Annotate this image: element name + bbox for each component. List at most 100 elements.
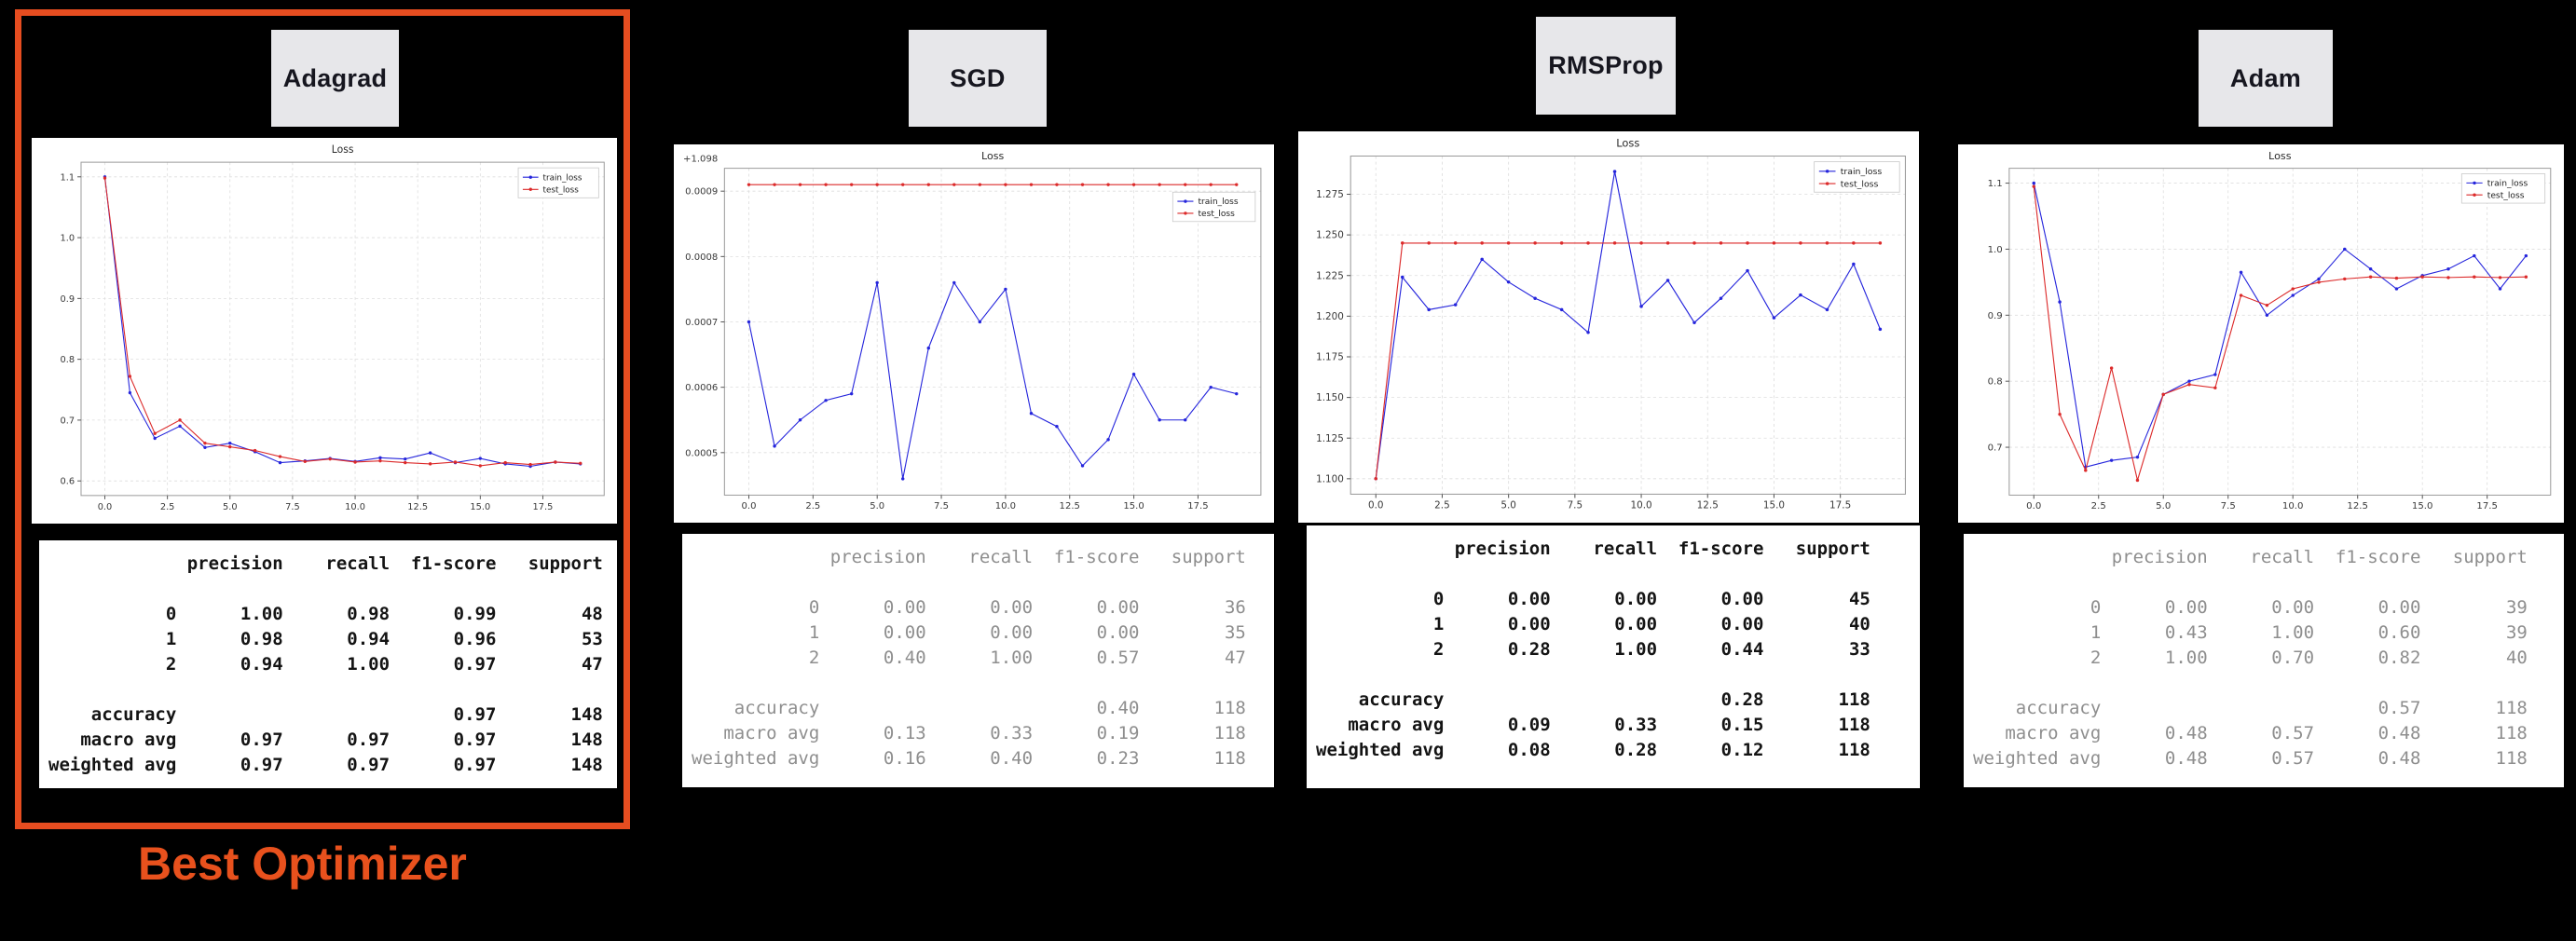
y-tick-label: 0.6: [61, 477, 75, 487]
data-point: [2368, 275, 2373, 279]
data-point: [1799, 241, 1802, 245]
data-point: [2213, 373, 2217, 376]
data-point: [2032, 181, 2035, 185]
legend-box: [1172, 191, 1256, 223]
y-tick-label: 1.125: [1316, 433, 1344, 444]
data-point: [2032, 184, 2035, 188]
data-point: [2187, 379, 2191, 383]
data-point: [1235, 183, 1239, 186]
data-point: [2524, 275, 2528, 279]
x-tick-label: 5.0: [223, 502, 238, 512]
legend-label: test_loss: [1198, 210, 1235, 219]
best-optimizer-highlight-box: [15, 9, 630, 829]
data-point: [428, 451, 432, 455]
data-point: [2446, 267, 2450, 271]
x-tick-label: 2.5: [160, 502, 175, 512]
legend-marker: [1184, 199, 1187, 203]
data-point: [1746, 268, 1749, 273]
x-tick-label: 0.0: [2026, 501, 2041, 511]
data-point: [1852, 241, 1856, 245]
chart-background: [1958, 144, 2564, 523]
data-point: [303, 459, 307, 463]
data-point: [1427, 307, 1431, 312]
data-point: [1453, 303, 1458, 307]
data-point: [404, 460, 407, 465]
data-point: [2265, 303, 2269, 307]
data-point: [2394, 276, 2399, 280]
x-tick-label: 5.0: [2156, 501, 2171, 511]
data-point: [2498, 287, 2502, 291]
data-point: [1692, 320, 1696, 325]
data-point: [1612, 241, 1617, 245]
data-point: [1772, 241, 1776, 245]
data-point: [2446, 276, 2450, 280]
x-tick-label: 2.5: [805, 501, 820, 511]
data-point: [2420, 275, 2424, 279]
data-point: [1825, 241, 1829, 245]
report-card-sgd: precision recall f1-score support 0 0.00…: [682, 534, 1274, 787]
data-point: [1612, 170, 1617, 173]
data-point: [926, 183, 931, 186]
optimizer-title-adagrad: Adagrad: [271, 30, 399, 127]
data-point: [2084, 469, 2088, 472]
data-point: [2368, 267, 2373, 271]
x-tick-label: 15.0: [1123, 501, 1144, 511]
x-tick-label: 12.5: [2347, 501, 2368, 511]
x-tick-label: 10.0: [345, 502, 365, 512]
data-point: [1080, 464, 1085, 468]
legend-marker: [1825, 182, 1829, 185]
series-line-test_loss: [2033, 186, 2527, 481]
chart-title: Loss: [2268, 150, 2292, 162]
optimizer-title-adam: Adam: [2199, 30, 2333, 127]
data-point: [2317, 277, 2321, 281]
x-tick-label: 0.0: [1368, 500, 1384, 511]
loss-chart-adam: 0.7 0.8 0.9 1.0 1.1 0.0 2.5 5.0 7.5 10.0 12.5 15.0 1…: [1958, 144, 2564, 523]
data-point: [478, 457, 482, 460]
x-tick-label: 15.0: [1763, 500, 1785, 511]
data-point: [824, 183, 828, 186]
data-point: [1692, 241, 1696, 245]
data-point: [1559, 241, 1564, 245]
data-point: [875, 280, 879, 285]
data-point: [2239, 270, 2243, 274]
data-point: [849, 391, 854, 396]
report-card-adam: precision recall f1-score support 0 0.00…: [1964, 534, 2564, 787]
data-point: [1719, 296, 1723, 300]
data-point: [2135, 478, 2140, 483]
classification-report-sgd: precision recall f1-score support 0 0.00…: [692, 547, 1246, 769]
data-point: [1131, 372, 1136, 376]
data-point: [528, 462, 532, 467]
data-point: [1506, 241, 1511, 245]
data-point: [773, 444, 776, 448]
data-point: [2058, 300, 2062, 304]
y-tick-label: 0.0008: [685, 252, 718, 263]
data-point: [875, 183, 879, 186]
legend-marker: [528, 187, 532, 191]
data-point: [453, 460, 458, 464]
y-tick-label: 1.1: [1988, 179, 2003, 189]
data-point: [1719, 241, 1723, 245]
data-point: [1106, 183, 1110, 186]
y-tick-label: 1.225: [1316, 270, 1344, 281]
x-tick-label: 17.5: [533, 502, 554, 512]
data-point: [103, 176, 107, 180]
data-point: [579, 461, 582, 465]
legend-label: train_loss: [2487, 180, 2528, 189]
data-point: [2498, 276, 2502, 280]
data-point: [128, 375, 132, 378]
data-point: [1506, 280, 1511, 284]
loss-chart-card-sgd: 0.0005 0.0006 0.0007 0.0008 0.0009 0.0 2.5 5.0 7…: [674, 144, 1274, 523]
y-tick-label: 1.100: [1316, 474, 1344, 485]
data-point: [203, 441, 207, 445]
data-point: [2109, 366, 2114, 370]
y-tick-label: 1.1: [61, 172, 75, 183]
data-point: [378, 458, 382, 463]
data-point: [1533, 241, 1537, 245]
data-point: [1772, 316, 1776, 320]
x-tick-label: 5.0: [1500, 500, 1516, 511]
data-point: [901, 183, 905, 186]
x-tick-label: 12.5: [1697, 500, 1719, 511]
x-tick-label: 0.0: [98, 502, 113, 512]
report-card-rmsprop: precision recall f1-score support 0 0.00…: [1307, 525, 1920, 788]
